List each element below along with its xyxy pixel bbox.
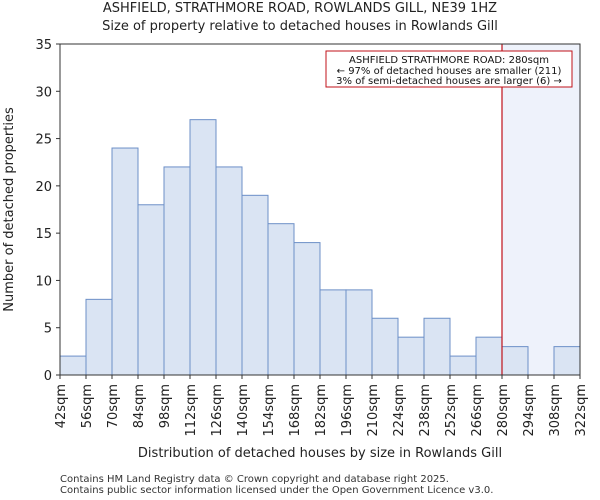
- chart-subtitle: Size of property relative to detached ho…: [102, 19, 498, 34]
- x-tick-label: 280sqm: [496, 384, 511, 437]
- x-tick-label: 168sqm: [288, 384, 303, 437]
- bar-154sqm: [267, 223, 295, 376]
- bar-42sqm: [59, 355, 87, 376]
- bar-308sqm: [553, 346, 581, 376]
- highlight-region: [502, 44, 580, 375]
- x-tick-label: 84sqm: [132, 384, 147, 428]
- x-tick-label: 322sqm: [574, 384, 589, 437]
- y-tick-label: 0: [44, 369, 52, 384]
- annotation-box: ASHFIELD STRATHMORE ROAD: 280sqm ← 97% o…: [325, 50, 573, 88]
- bar-224sqm: [397, 336, 425, 376]
- y-tick-label: 10: [35, 274, 52, 289]
- y-tick-label: 20: [35, 180, 52, 195]
- x-tick-label: 308sqm: [548, 384, 563, 437]
- x-tick-label: 112sqm: [184, 384, 199, 437]
- x-tick-label: 182sqm: [314, 384, 329, 437]
- y-tick-label: 5: [44, 322, 52, 337]
- x-tick-label: 210sqm: [366, 384, 381, 437]
- annotation-line-3: 3% of semi-detached houses are larger (6…: [336, 76, 562, 87]
- bar-112sqm: [189, 119, 217, 376]
- x-tick-label: 266sqm: [470, 384, 485, 437]
- x-tick-label: 42sqm: [54, 384, 69, 428]
- y-tick-label: 25: [35, 133, 52, 148]
- bar-140sqm: [241, 194, 269, 376]
- x-tick-label: 98sqm: [158, 384, 173, 428]
- x-tick-label: 224sqm: [392, 384, 407, 437]
- x-tick-label: 154sqm: [262, 384, 277, 437]
- x-tick-label: 294sqm: [522, 384, 537, 437]
- bar-266sqm: [475, 336, 503, 376]
- x-tick-label: 126sqm: [210, 384, 225, 437]
- annotation-line-2: ← 97% of detached houses are smaller (21…: [337, 66, 562, 77]
- bar-196sqm: [345, 289, 373, 376]
- x-axis-label: Distribution of detached houses by size …: [138, 446, 502, 461]
- y-axis-label: Number of detached properties: [2, 107, 17, 312]
- bar-182sqm: [319, 289, 347, 376]
- x-tick-label: 56sqm: [80, 384, 95, 428]
- bar-280sqm: [501, 346, 529, 376]
- bar-238sqm: [423, 317, 451, 376]
- x-tick-label: 196sqm: [340, 384, 355, 437]
- x-tick-label: 70sqm: [106, 384, 121, 428]
- y-tick-label: 15: [35, 227, 52, 242]
- y-tick-label: 30: [35, 85, 52, 100]
- y-tick-label: 35: [35, 38, 52, 53]
- bar-126sqm: [215, 166, 243, 376]
- bar-84sqm: [137, 204, 165, 376]
- bar-252sqm: [449, 355, 477, 376]
- footer-copyright: Contains HM Land Registry data © Crown c…: [60, 474, 449, 485]
- bar-210sqm: [371, 317, 399, 376]
- annotation-line-1: ASHFIELD STRATHMORE ROAD: 280sqm: [349, 55, 549, 66]
- x-tick-label: 238sqm: [418, 384, 433, 437]
- bar-70sqm: [111, 147, 139, 376]
- footer-licence: Contains public sector information licen…: [60, 485, 494, 496]
- bar-168sqm: [293, 242, 321, 376]
- bar-98sqm: [163, 166, 191, 376]
- bar-56sqm: [85, 298, 113, 376]
- chart-title-address: ASHFIELD, STRATHMORE ROAD, ROWLANDS GILL…: [102, 1, 498, 16]
- x-tick-label: 252sqm: [444, 384, 459, 437]
- x-tick-label: 140sqm: [236, 384, 251, 437]
